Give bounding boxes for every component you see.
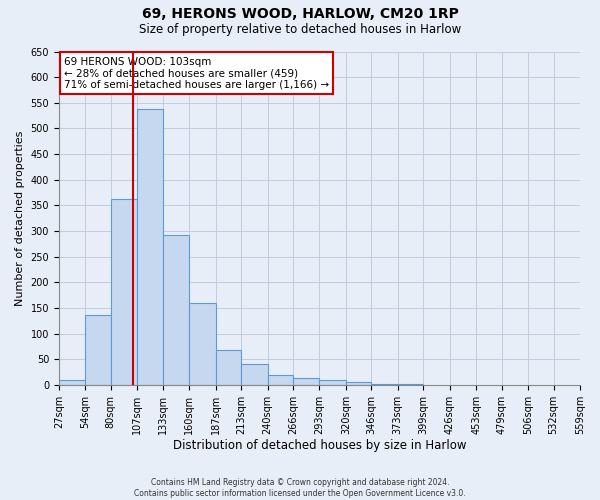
Bar <box>241 364 268 385</box>
Bar <box>319 380 346 385</box>
Bar <box>346 382 371 385</box>
Bar <box>189 303 215 385</box>
Text: 69, HERONS WOOD, HARLOW, CM20 1RP: 69, HERONS WOOD, HARLOW, CM20 1RP <box>142 8 458 22</box>
Bar <box>111 198 137 385</box>
Bar <box>163 234 189 385</box>
Bar <box>215 350 241 385</box>
Bar <box>398 384 423 385</box>
Y-axis label: Number of detached properties: Number of detached properties <box>15 130 25 306</box>
Bar <box>293 378 319 385</box>
Text: Contains HM Land Registry data © Crown copyright and database right 2024.
Contai: Contains HM Land Registry data © Crown c… <box>134 478 466 498</box>
Bar <box>59 380 85 385</box>
X-axis label: Distribution of detached houses by size in Harlow: Distribution of detached houses by size … <box>173 440 466 452</box>
Text: Size of property relative to detached houses in Harlow: Size of property relative to detached ho… <box>139 22 461 36</box>
Text: 69 HERONS WOOD: 103sqm
← 28% of detached houses are smaller (459)
71% of semi-de: 69 HERONS WOOD: 103sqm ← 28% of detached… <box>64 56 329 90</box>
Bar <box>85 314 111 385</box>
Bar <box>371 384 398 385</box>
Bar <box>137 110 163 385</box>
Bar <box>268 374 293 385</box>
